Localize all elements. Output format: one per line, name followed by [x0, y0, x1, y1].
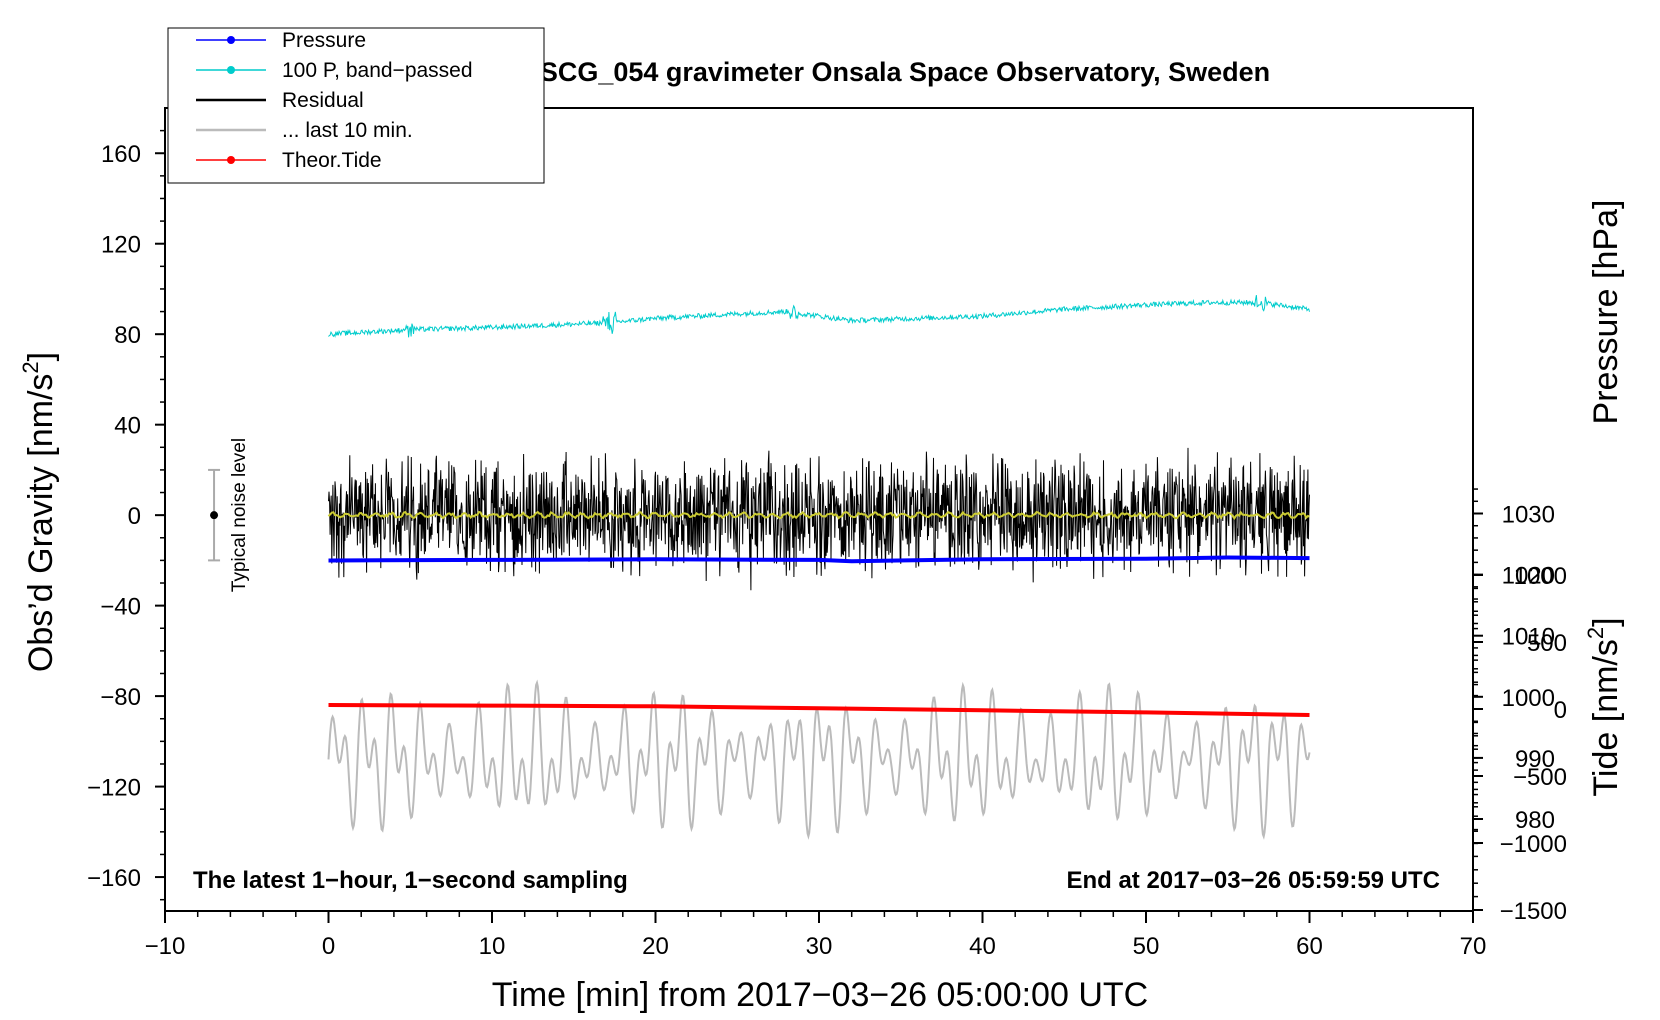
tide-series-line [328, 703, 1310, 717]
y-tick-label: −120 [87, 775, 141, 802]
legend-label: Theor.Tide [282, 149, 382, 172]
noise-bar-center-dot [210, 511, 219, 520]
x-tick-label: 60 [1296, 933, 1323, 960]
residual-smoothed-line [327, 510, 1310, 521]
pressure-series-line [328, 555, 1310, 564]
tide-tick-label: 0 [1554, 697, 1567, 724]
pressure-tick-label: 990 [1515, 746, 1555, 773]
x-tick-label: −10 [145, 933, 186, 960]
y-tick-label: −80 [100, 684, 141, 711]
y-tick-label: 160 [101, 141, 141, 168]
legend: Pressure 100 P, band−passed Residual ... la… [167, 27, 545, 184]
plot-data-layer [327, 295, 1311, 840]
x-axis-label: Time [min] from 2017−03−26 05:00:00 UTC [492, 976, 1148, 1014]
end-time-note: End at 2017−03−26 05:59:59 UTC [1066, 867, 1440, 894]
y-tick-label: −160 [87, 865, 141, 892]
x-tick-label: 20 [642, 933, 669, 960]
y-tick-label: 0 [128, 503, 141, 530]
residual-series-line [328, 447, 1310, 591]
y-axis-label-tide-main: Tide [nm/s [1587, 639, 1625, 796]
pressure-tick-label: 1010 [1502, 624, 1555, 651]
bandpassed-series-line [328, 295, 1310, 338]
tide-tick-label: −1000 [1500, 831, 1567, 858]
y-tick-label: 120 [101, 232, 141, 259]
legend-label: Residual [282, 89, 364, 112]
noise-label: Typical noise level [229, 438, 250, 592]
y-axis-label-tide-end: ] [1587, 617, 1625, 626]
y-axis-label-left: Obs’d Gravity [nm/s2] [18, 352, 60, 672]
chart-title: SCG_054 gravimeter Onsala Space Observat… [540, 57, 1270, 87]
legend-label: ... last 10 min. [282, 119, 413, 142]
legend-marker [227, 66, 235, 74]
y-axis-label-left-sup: 2 [18, 361, 43, 373]
x-tick-label: 0 [322, 933, 335, 960]
axis-ticks: −10 0 10 20 30 40 50 60 7016012080400−40−80−120−… [87, 129, 1567, 960]
x-tick-label: 50 [1133, 933, 1160, 960]
pressure-tick-label: 1000 [1502, 685, 1555, 712]
tide-tick-label: −500 [1513, 764, 1567, 791]
x-tick-label: 40 [969, 933, 996, 960]
pressure-tick-label: 980 [1515, 807, 1555, 834]
pressure-tick-label: 1020 [1502, 563, 1555, 590]
y-axis-label-left-main: Obs’d Gravity [nm/s [22, 374, 60, 673]
last10min-series-line [327, 679, 1311, 840]
pressure-tick-label: 1030 [1502, 502, 1555, 529]
y-axis-label-pressure: Pressure [hPa] [1587, 200, 1625, 425]
x-tick-label: 70 [1460, 933, 1487, 960]
y-tick-label: −40 [100, 594, 141, 621]
tide-tick-label: −1500 [1500, 898, 1567, 925]
legend-marker [227, 36, 235, 44]
tide-tick-label: 500 [1527, 630, 1567, 657]
legend-label: Pressure [282, 29, 366, 52]
legend-label: 100 P, band−passed [282, 59, 473, 82]
y-axis-label-left-end: ] [22, 352, 60, 361]
noise-bar [208, 468, 221, 562]
x-tick-label: 10 [479, 933, 506, 960]
y-axis-label-tide: Tide [nm/s2] [1583, 617, 1625, 796]
y-axis-label-tide-sup: 2 [1583, 627, 1608, 639]
tide-tick-label: 1000 [1514, 563, 1567, 590]
sampling-note: The latest 1−hour, 1−second sampling [193, 867, 628, 894]
y-tick-label: 40 [114, 413, 141, 440]
legend-marker [227, 156, 235, 164]
x-tick-label: 30 [806, 933, 833, 960]
y-tick-label: 80 [114, 322, 141, 349]
